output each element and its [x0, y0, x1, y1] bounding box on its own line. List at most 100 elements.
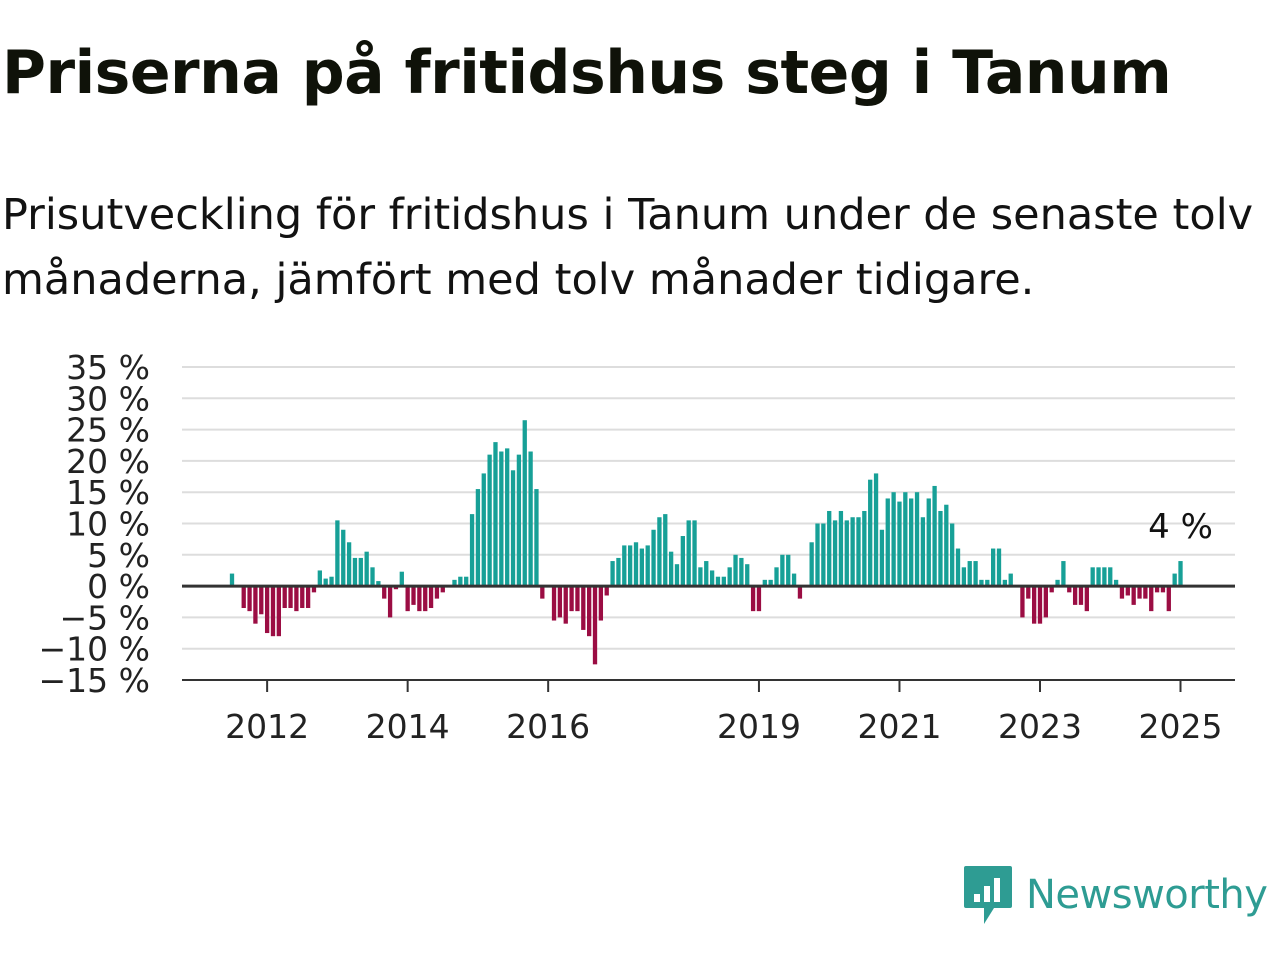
bar	[809, 542, 814, 587]
bar	[1008, 573, 1013, 587]
bar	[979, 579, 984, 587]
bar	[938, 510, 943, 587]
bar	[1031, 586, 1037, 624]
bar	[294, 586, 299, 612]
bar	[487, 454, 492, 587]
bar	[387, 586, 393, 618]
y-tick-label: 30 %	[66, 379, 150, 418]
bar	[493, 442, 498, 587]
bar	[510, 470, 516, 587]
bar	[598, 586, 604, 621]
bar	[346, 542, 352, 587]
bar	[575, 586, 580, 612]
bar	[352, 557, 358, 587]
bar	[1061, 561, 1066, 587]
y-tick-label: 35 %	[66, 348, 150, 387]
x-tick-label: 2014	[366, 707, 450, 746]
bar	[1119, 586, 1125, 599]
bar	[780, 554, 785, 587]
bar	[704, 561, 709, 587]
bar	[259, 586, 264, 615]
bar	[680, 536, 685, 587]
bar	[393, 586, 399, 590]
bars	[229, 420, 1183, 665]
bar	[663, 514, 668, 587]
bar	[944, 504, 949, 587]
bar	[469, 514, 475, 587]
bar	[950, 523, 955, 587]
bar	[370, 567, 375, 587]
bar	[645, 545, 650, 587]
bar	[364, 551, 369, 587]
bar	[868, 479, 873, 587]
bar	[633, 542, 639, 587]
x-tick-label: 2016	[506, 707, 590, 746]
bar	[276, 586, 281, 637]
x-tick-label: 2019	[717, 707, 801, 746]
bar	[909, 498, 914, 587]
bar	[774, 567, 779, 587]
bar	[458, 576, 463, 587]
x-tick-label: 2012	[225, 707, 309, 746]
bar	[727, 567, 732, 587]
y-tick-label: 10 %	[66, 505, 150, 544]
bar	[1043, 586, 1048, 618]
bar	[540, 586, 545, 599]
y-tick-label: 20 %	[66, 442, 150, 481]
bar	[715, 576, 721, 587]
bar	[850, 517, 855, 587]
bar	[1166, 586, 1171, 612]
bar	[1172, 573, 1177, 587]
bar	[955, 548, 961, 587]
bar	[985, 579, 990, 587]
bar	[270, 586, 276, 637]
bar	[264, 586, 270, 634]
bar	[932, 485, 937, 587]
bar	[434, 586, 440, 599]
x-axis: 2012 2014 2016 2019 2021 2023 2025	[182, 584, 1235, 746]
chart-title: Priserna på fritidshus steg i Tanum	[2, 38, 1172, 108]
bar	[452, 579, 457, 587]
bar	[300, 586, 305, 609]
bar	[827, 510, 832, 587]
bar	[329, 576, 334, 587]
bar	[610, 561, 615, 587]
bar	[756, 586, 762, 612]
bar	[376, 581, 381, 587]
bar	[557, 586, 563, 618]
bar	[229, 573, 235, 587]
bar	[516, 454, 522, 587]
bar	[311, 586, 317, 593]
newsworthy-logo: Newsworthy	[962, 863, 1268, 927]
bar	[885, 498, 890, 587]
bar	[522, 420, 527, 587]
bar	[1055, 579, 1060, 587]
bar	[879, 529, 885, 587]
bar	[475, 489, 481, 587]
bar	[651, 529, 656, 587]
bar	[1137, 586, 1142, 599]
newsworthy-logo-icon	[964, 866, 1012, 924]
bar	[592, 586, 598, 665]
bar	[815, 523, 820, 587]
bar	[745, 564, 750, 587]
bar	[1002, 579, 1008, 587]
bar	[1026, 586, 1031, 599]
y-tick-label: 0 %	[87, 567, 150, 606]
bar	[604, 586, 609, 596]
bar	[991, 548, 996, 587]
bar	[341, 529, 346, 587]
bar	[897, 501, 902, 587]
bar	[862, 510, 867, 587]
bar	[317, 570, 322, 587]
bar	[622, 545, 627, 587]
bar	[382, 586, 387, 599]
bar	[241, 586, 246, 609]
bar	[581, 586, 586, 630]
bar	[1020, 586, 1025, 618]
bar	[920, 517, 926, 587]
bar	[657, 517, 662, 587]
bar	[464, 576, 469, 587]
bar	[335, 520, 340, 587]
bar	[873, 473, 879, 587]
